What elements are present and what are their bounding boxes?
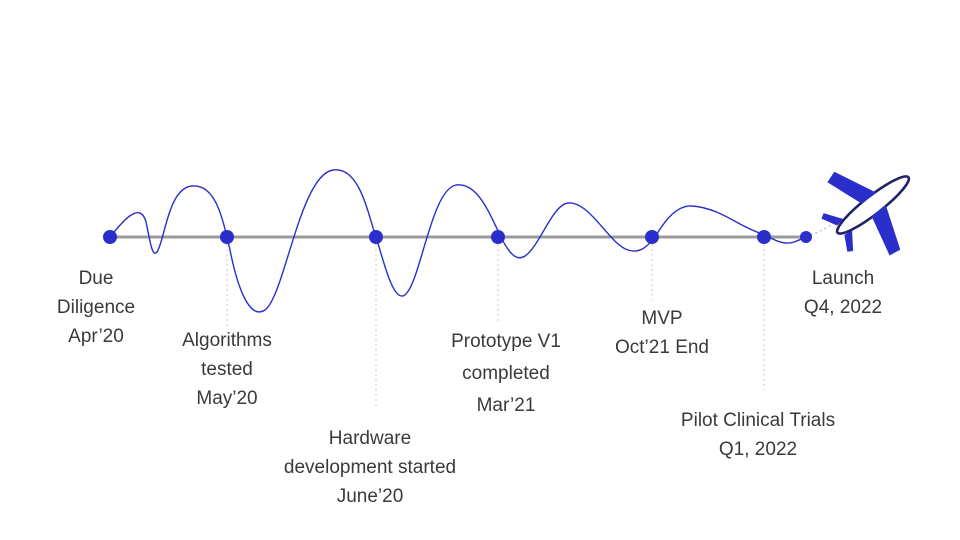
milestone-dot xyxy=(645,230,659,244)
milestone-dot xyxy=(220,230,234,244)
milestone-label-launch: Launch Q4, 2022 xyxy=(803,268,883,318)
milestone-label-due-diligence: Due Diligence Apr’20 xyxy=(56,268,136,347)
milestone-dot xyxy=(757,230,771,244)
milestone-dot xyxy=(800,231,812,243)
flight-trail xyxy=(805,217,843,238)
milestone-dot xyxy=(491,230,505,244)
milestone-dot xyxy=(369,230,383,244)
milestone-label-hardware-development: Hardware development started June’20 xyxy=(283,428,457,507)
milestone-label-algorithms-tested: Algorithms tested May’20 xyxy=(182,330,272,409)
milestone-label-mvp: MVP Oct’21 End xyxy=(615,308,709,358)
milestone-label-pilot-clinical-trials: Pilot Clinical Trials Q1, 2022 xyxy=(680,410,836,460)
milestone-label-prototype-v1: Prototype V1 completed Mar’21 xyxy=(451,331,561,416)
milestone-dot xyxy=(103,230,117,244)
airplane-icon xyxy=(821,171,911,256)
wavy-flight-path xyxy=(109,169,807,313)
